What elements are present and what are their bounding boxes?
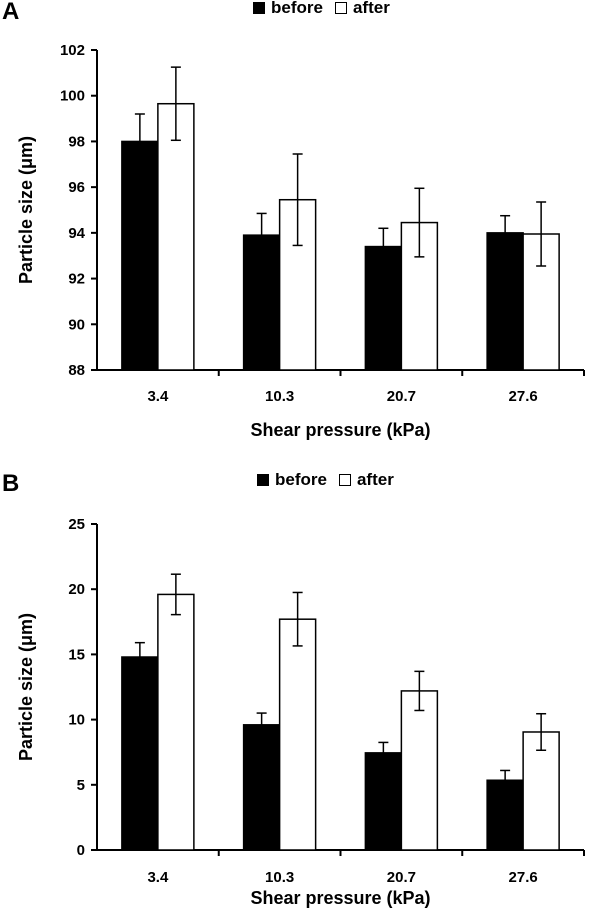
y-tick-label: 96 <box>68 179 85 196</box>
bar-before <box>121 656 159 851</box>
bar-after <box>400 690 439 851</box>
chart-panel-b: B before after 0 5 10 15 20 25 3.4 10.3 20.7 27.6… <box>0 470 600 913</box>
x-tick-label: 27.6 <box>509 869 538 886</box>
x-axis-label: Shear pressure (kPa) <box>250 420 430 440</box>
y-tick-label: 98 <box>68 133 85 150</box>
y-tick-label: 102 <box>60 42 85 59</box>
y-tick-label: 20 <box>68 581 85 598</box>
bar-after <box>522 731 560 851</box>
bar-before <box>121 140 159 371</box>
x-tick-label: 10.3 <box>265 869 294 886</box>
legend-b: before after <box>257 470 406 490</box>
x-tick-label: 27.6 <box>509 388 538 405</box>
y-tick-label: 88 <box>68 362 85 379</box>
legend-a: before after <box>253 0 402 18</box>
y-tick-label: 90 <box>68 316 85 333</box>
y-axis-label: Particle size (μm) <box>16 136 36 284</box>
x-axis-label: Shear pressure (kPa) <box>250 888 430 908</box>
bar-after <box>400 221 439 371</box>
legend-label-after: after <box>356 470 394 489</box>
x-tick-label: 10.3 <box>265 388 294 405</box>
panel-label-b: B <box>2 470 20 497</box>
bar-before <box>486 779 524 851</box>
bar-before <box>242 724 281 851</box>
bar-chart-a: 88 90 92 94 96 98 100 102 3.4 10.3 20.7 27.6 Shear p… <box>16 42 585 440</box>
legend-label-after: after <box>352 0 390 17</box>
legend-item-before: before <box>257 470 327 490</box>
y-axis-label: Particle size (μm) <box>16 613 36 761</box>
bar-after <box>157 593 195 851</box>
legend-item-after: after <box>338 470 394 490</box>
legend-swatch-before <box>257 474 269 486</box>
legend-item-before: before <box>253 0 323 18</box>
y-tick-label: 15 <box>68 646 85 663</box>
y-tick-label: 94 <box>68 225 85 242</box>
bar-before <box>364 245 403 371</box>
x-tick-label: 3.4 <box>147 869 169 886</box>
bar-before <box>486 232 524 371</box>
x-tick-label: 20.7 <box>387 388 416 405</box>
y-tick-label: 100 <box>60 88 85 105</box>
legend-swatch-after <box>338 474 351 486</box>
legend-item-after: after <box>334 0 390 18</box>
y-tick-label: 92 <box>68 271 85 288</box>
bar-chart-b: 0 5 10 15 20 25 3.4 10.3 20.7 27.6 Shear pressure … <box>16 516 585 908</box>
bar-before <box>364 752 403 851</box>
legend-swatch-before <box>253 2 265 14</box>
x-tick-label: 20.7 <box>387 869 416 886</box>
panel-label-a: A <box>2 0 20 25</box>
y-tick-label: 25 <box>68 516 85 533</box>
bar-after <box>157 102 195 371</box>
legend-label-before: before <box>271 0 323 17</box>
legend-swatch-after <box>334 2 347 14</box>
bar-after <box>278 618 317 851</box>
legend-label-before: before <box>275 470 327 489</box>
chart-panel-a: A before after 88 90 92 94 96 98 100 102 3.4 10.3… <box>2 0 585 440</box>
y-tick-label: 5 <box>77 777 85 794</box>
y-tick-label: 0 <box>77 842 85 859</box>
x-tick-label: 3.4 <box>147 388 169 405</box>
y-tick-label: 10 <box>68 712 85 729</box>
